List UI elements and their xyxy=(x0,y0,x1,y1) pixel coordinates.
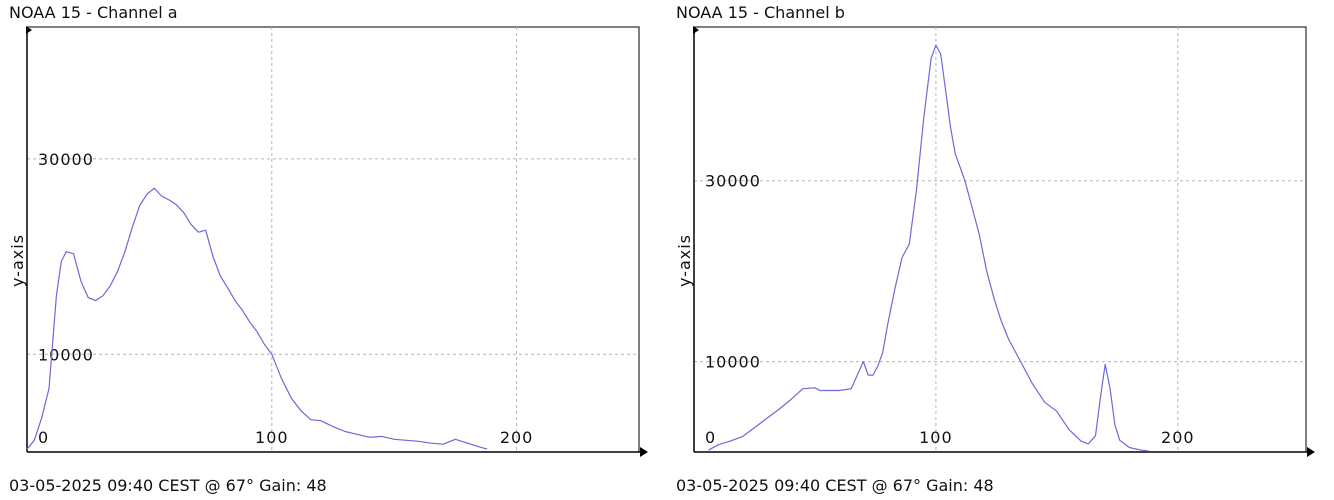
pass-info: 03-05-2025 09:40 CEST @ 67° Gain: 48 xyxy=(676,476,994,495)
x-axis-arrow xyxy=(640,447,648,457)
x-tick-label: 200 xyxy=(500,428,534,447)
pass-info: 03-05-2025 09:40 CEST @ 67° Gain: 48 xyxy=(9,476,327,495)
line-chart-b: 0 100 200 10000 30000 xyxy=(693,26,1315,457)
x-tick-label: 0 xyxy=(38,428,49,447)
y-tick-label: 30000 xyxy=(38,150,94,169)
plot-frame xyxy=(694,26,1307,452)
line-chart-a: 0 100 200 10000 30000 xyxy=(26,26,648,457)
plot-frame xyxy=(27,26,640,452)
x-tick-label: 0 xyxy=(705,428,716,447)
x-tick-label: 100 xyxy=(919,428,953,447)
x-tick-label: 200 xyxy=(1161,428,1195,447)
chart-title: NOAA 15 - Channel a xyxy=(9,3,178,22)
series-line xyxy=(708,44,1149,452)
chart-title: NOAA 15 - Channel b xyxy=(676,3,845,22)
chart-panel-a: NOAA 15 - Channel a y-axis 0 100 200 10000 3… xyxy=(0,0,660,500)
x-tick-label: 100 xyxy=(255,428,289,447)
x-axis-arrow xyxy=(1307,447,1315,457)
series-line xyxy=(26,187,488,450)
y-tick-label: 10000 xyxy=(38,345,94,364)
y-axis-arrow xyxy=(693,26,699,34)
y-tick-label: 30000 xyxy=(705,172,761,191)
y-axis-arrow xyxy=(26,26,32,34)
y-tick-label: 10000 xyxy=(705,353,761,372)
chart-panel-b: NOAA 15 - Channel b y-axis 0 100 200 10000 3… xyxy=(667,0,1327,500)
